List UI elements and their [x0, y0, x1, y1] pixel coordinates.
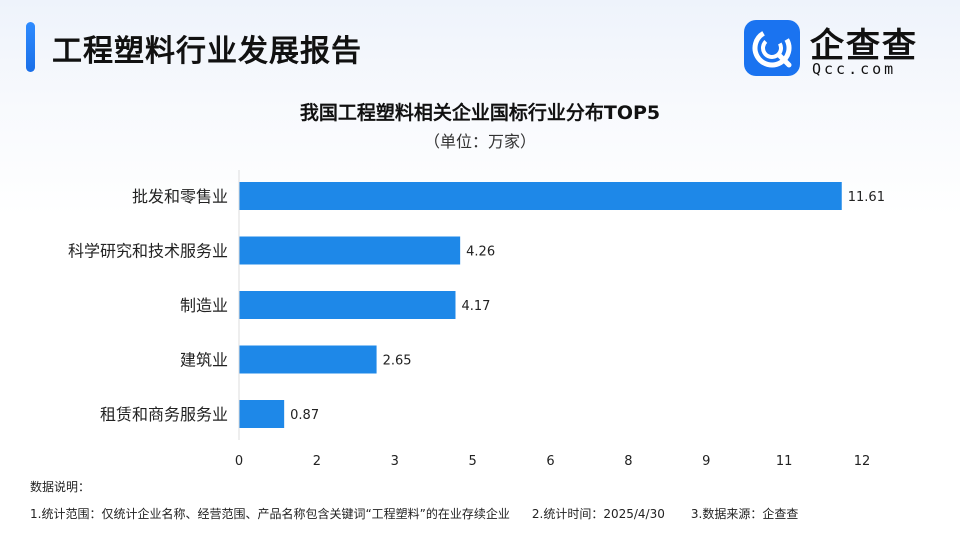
x-tick-label: 3	[391, 454, 399, 469]
x-tick-label: 0	[235, 454, 243, 469]
x-tick-label: 2	[313, 454, 321, 469]
bar-1	[239, 236, 461, 265]
bar-4	[239, 400, 285, 428]
value-label: 4.17	[461, 299, 490, 314]
value-label: 0.87	[290, 408, 319, 423]
logo-text-cn: 企查查	[810, 26, 918, 66]
category-label: 批发和零售业	[132, 187, 228, 206]
notes-line: 1.统计范围：仅统计企业名称、经营范围、产品名称包含关键词“工程塑料”的在业存续…	[30, 505, 798, 522]
x-tick-label: 5	[468, 454, 476, 469]
bar-3	[239, 345, 377, 374]
chart-title: 我国工程塑料相关企业国标行业分布TOP5	[299, 102, 661, 124]
qcc-logo: 企查查 Qcc.com	[744, 16, 944, 80]
x-tick-label: 6	[546, 454, 554, 469]
bar-0	[239, 182, 842, 210]
qcc-logo-icon	[744, 20, 800, 76]
note-source: 3.数据来源：企查查	[690, 507, 799, 521]
notes-title: 数据说明：	[30, 480, 91, 494]
category-label: 科学研究和技术服务业	[68, 242, 228, 261]
x-tick-label: 12	[854, 454, 871, 469]
title-accent-bar	[26, 22, 35, 72]
report-title: 工程塑料行业发展报告	[52, 34, 362, 69]
x-tick-label: 11	[776, 454, 793, 469]
chart-subtitle: （单位：万家）	[423, 132, 536, 151]
value-label: 4.26	[466, 245, 495, 260]
x-tick-label: 9	[702, 454, 710, 469]
note-date: 2.统计时间：2025/4/30	[531, 507, 665, 521]
logo-text-en: Qcc.com	[812, 60, 897, 78]
category-label: 制造业	[180, 296, 228, 315]
category-label: 建筑业	[180, 351, 228, 370]
value-label: 2.65	[383, 354, 412, 369]
note-scope: 1.统计范围：仅统计企业名称、经营范围、产品名称包含关键词“工程塑料”的在业存续…	[30, 507, 510, 521]
bar-2	[239, 291, 456, 319]
x-tick-label: 8	[624, 454, 632, 469]
category-label: 租赁和商务服务业	[100, 405, 228, 424]
value-label: 11.61	[848, 190, 885, 205]
